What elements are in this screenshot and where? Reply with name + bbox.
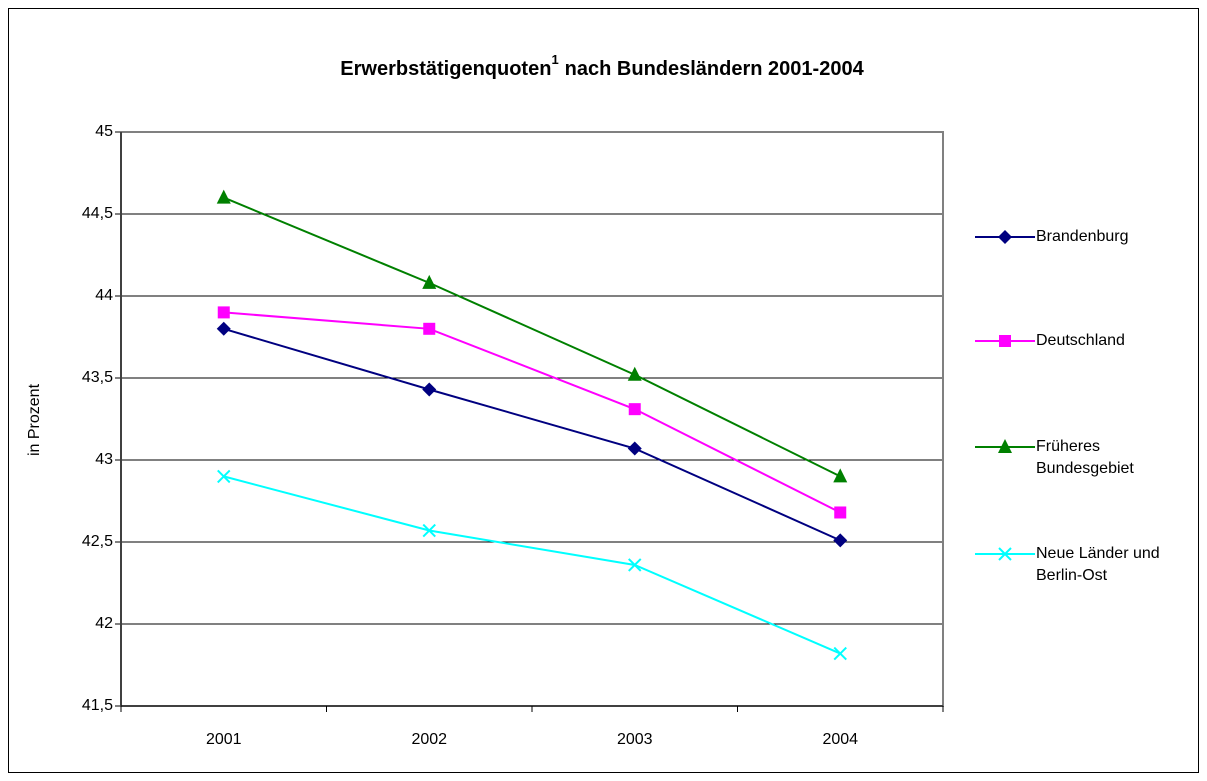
marker: [216, 189, 231, 204]
x-tick-label: 2003: [617, 731, 653, 748]
y-tick-label: 43: [95, 451, 113, 468]
series-line: [223, 311, 841, 514]
marker: [422, 523, 436, 538]
y-tick-label: 42,5: [82, 533, 113, 550]
marker: [833, 646, 847, 661]
marker: [422, 274, 437, 289]
y-tick-label: 45: [95, 123, 113, 140]
marker: [423, 322, 436, 335]
x-tick-label: 2004: [822, 731, 858, 748]
marker: [628, 403, 641, 416]
legend-label: Neue Länder und Berlin-Ost: [1036, 545, 1160, 584]
marker: [998, 230, 1012, 244]
marker: [998, 547, 1012, 561]
marker: [627, 441, 642, 456]
title-rest: nach Bundesländern 2001-2004: [565, 58, 865, 80]
marker: [999, 335, 1011, 347]
legend-label: Brandenburg: [1036, 228, 1129, 245]
marker: [833, 468, 848, 483]
series-line: [223, 196, 841, 478]
marker: [834, 506, 847, 519]
marker: [217, 306, 230, 319]
x-tick-label: 2002: [411, 731, 447, 748]
series-line: [223, 475, 841, 655]
title-main: Erwerbstätigenquoten: [340, 58, 551, 80]
marker: [216, 321, 231, 336]
marker: [627, 366, 642, 381]
legend-label: Deutschland: [1036, 332, 1125, 349]
series-line: [223, 327, 841, 542]
x-tick-label: 2001: [206, 731, 242, 748]
marker: [217, 469, 231, 484]
marker: [422, 382, 437, 397]
title-superscript: 1: [551, 52, 558, 67]
y-tick-label: 44: [95, 287, 113, 304]
marker: [833, 533, 848, 548]
marker: [628, 558, 642, 572]
y-tick-label: 41,5: [82, 697, 113, 714]
legend-label: Früheres Bundesgebiet: [1036, 438, 1134, 477]
chart-title: Erwerbstätigenquoten1 nach Bundesländern …: [340, 52, 864, 80]
marker: [998, 439, 1012, 453]
y-axis-label: in Prozent: [26, 383, 43, 456]
y-tick-label: 43,5: [82, 369, 113, 386]
y-tick-label: 42: [95, 615, 113, 632]
y-tick-label: 44,5: [82, 205, 113, 222]
